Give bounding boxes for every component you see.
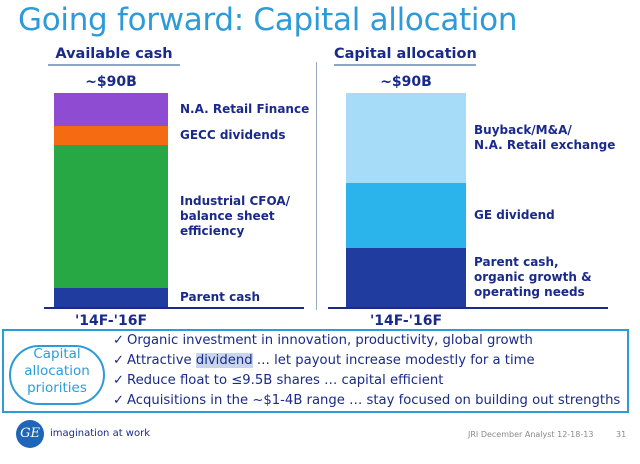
priority-text: Acquisitions in the ~$1-4B range … stay …: [127, 393, 621, 408]
available-cash-segment-label: GECC dividends: [180, 128, 286, 143]
available-cash-segment: [54, 126, 168, 146]
available-cash-segment-label: N.A. Retail Finance: [180, 102, 310, 117]
ge-logo-icon: GE: [16, 420, 44, 448]
capital-allocation-segment-label: GE dividend: [474, 207, 555, 222]
capital-allocation-x-label: '14F-'16F: [369, 313, 443, 329]
check-icon: ✓: [113, 333, 125, 348]
slide-title: Going forward: Capital allocation: [18, 2, 518, 38]
capital-allocation-total: ~$90B: [380, 74, 432, 90]
capital-allocation-segment-label: Buyback/M&A/ N.A. Retail exchange: [474, 123, 616, 153]
priorities-label-oval: [9, 345, 105, 405]
available-cash-x-label: '14F-'16F: [74, 313, 148, 329]
available-cash-segment-label: Parent cash: [180, 289, 260, 304]
capital-allocation-segment-label: Parent cash, organic growth & operating …: [474, 254, 592, 299]
check-icon: ✓: [113, 373, 125, 388]
capital-allocation-segment: [346, 183, 466, 248]
capital-allocation-segment: [346, 247, 466, 307]
priority-item: ✓ Attractive dividend … let payout increa…: [113, 353, 535, 368]
available-cash-segment-label: Industrial CFOA/ balance sheet efficienc…: [180, 194, 290, 239]
available-cash-title: Available cash: [55, 46, 173, 62]
capital-allocation-segment: [346, 93, 466, 184]
panel-divider: [316, 62, 317, 310]
check-icon: ✓: [113, 353, 125, 368]
priority-text: Organic investment in innovation, produc…: [127, 333, 533, 348]
available-cash-underline: [48, 64, 180, 66]
priorities-label: Capital allocation priorities: [24, 346, 90, 396]
available-cash-total: ~$90B: [85, 74, 137, 90]
priorities-box: [2, 329, 629, 413]
available-cash-baseline: [44, 307, 304, 309]
capital-allocation-title: Capital allocation: [334, 46, 477, 62]
priority-text-pre: Attractive: [127, 353, 196, 368]
page-number: 31: [616, 430, 627, 439]
priority-item: ✓ Reduce float to ≤9.5B shares … capital …: [113, 373, 443, 388]
priority-highlight: dividend: [195, 353, 253, 368]
available-cash-segment: [54, 145, 168, 288]
footer-note: JRI December Analyst 12-18-13: [468, 430, 594, 439]
capital-allocation-underline: [334, 64, 476, 66]
check-icon: ✓: [113, 393, 125, 408]
priority-text: Reduce float to ≤9.5B shares … capital e…: [127, 373, 444, 388]
footer-tagline: imagination at work: [50, 428, 150, 439]
capital-allocation-baseline: [328, 307, 608, 309]
priority-item: ✓ Acquisitions in the ~$1-4B range … stay…: [113, 393, 620, 408]
priority-item: ✓ Organic investment in innovation, produ…: [113, 333, 533, 348]
available-cash-segment: [54, 93, 168, 127]
available-cash-segment: [54, 287, 168, 307]
priority-text-post: … let payout increase modestly for a tim…: [252, 353, 535, 368]
